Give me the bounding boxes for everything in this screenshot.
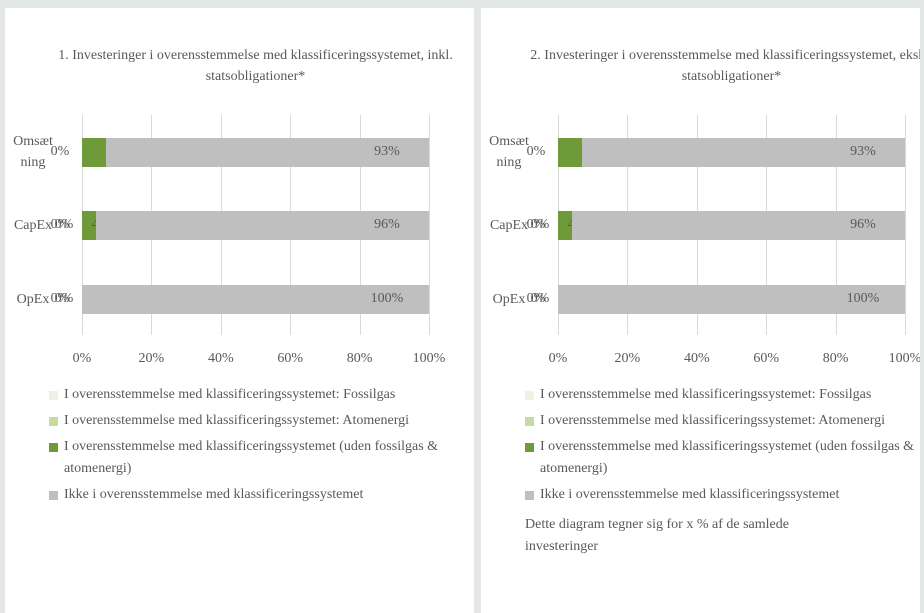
data-label: 0%: [526, 144, 546, 159]
legend-label: I overensstemmelse med klassificeringssy…: [64, 413, 409, 428]
x-tick-label: 100%: [412, 351, 446, 366]
legend-item: I overensstemmelse med klassificeringssy…: [525, 436, 920, 480]
legend-item: Ikke i overensstemmelse med klassificeri…: [49, 484, 449, 506]
legend-swatch: [525, 491, 534, 500]
legend: I overensstemmelse med klassificeringssy…: [49, 384, 449, 510]
data-label: 0%: [50, 144, 70, 159]
x-tick-label: 40%: [207, 351, 234, 366]
x-tick-label: 0%: [72, 351, 92, 366]
legend-item: Ikke i overensstemmelse med klassificeri…: [525, 484, 920, 506]
data-label: 96%: [850, 217, 876, 232]
bar-segment: [558, 210, 572, 240]
y-tick-label: CapEx: [13, 217, 53, 233]
legend-label: Ikke i overensstemmelse med klassificeri…: [540, 487, 840, 502]
data-label: 0%: [54, 217, 74, 232]
data-label: 100%: [846, 291, 880, 306]
legend-label: I overensstemmelse med klassificeringssy…: [540, 413, 885, 428]
legend-item: I overensstemmelse med klassificeringssy…: [525, 384, 920, 406]
x-tick-label: 100%: [888, 351, 920, 366]
x-tick-label: 0%: [548, 351, 568, 366]
grid-line: [905, 115, 906, 335]
x-tick-label: 80%: [346, 351, 373, 366]
bar-segment: [558, 284, 905, 314]
x-tick-label: 20%: [614, 351, 641, 366]
legend-label: I overensstemmelse med klassificeringssy…: [540, 439, 915, 476]
note: Dette diagram tegner sig for x % af de s…: [525, 517, 789, 554]
legend-swatch: [49, 443, 58, 452]
grid-line: [429, 115, 430, 335]
legend-label: I overensstemmelse med klassificeringssy…: [64, 439, 439, 476]
legend-label: I overensstemmelse med klassificeringssy…: [540, 387, 872, 402]
bar-segment: [106, 137, 429, 167]
data-label: 0%: [526, 291, 546, 306]
data-label: 100%: [370, 291, 404, 306]
chart-title: 1. Investeringer i overensstemmelse med …: [58, 48, 453, 84]
data-label: 93%: [374, 144, 400, 159]
chart-title: 2. Investeringer i overensstemmelse med …: [530, 48, 920, 84]
legend-swatch: [49, 417, 58, 426]
data-label: 0%: [530, 291, 550, 306]
legend-item: I overensstemmelse med klassificeringssy…: [49, 436, 449, 480]
bar-segment: [571, 210, 905, 240]
data-label: 96%: [374, 217, 400, 232]
y-tick-label: OpEx: [492, 291, 526, 307]
legend-item: I overensstemmelse med klassificeringssy…: [49, 410, 449, 432]
legend-item: I overensstemmelse med klassificeringssy…: [525, 410, 920, 432]
panel: 1. Investeringer i overensstemmelse med …: [5, 8, 474, 613]
legend-swatch: [525, 417, 534, 426]
legend-item: I overensstemmelse med klassificeringssy…: [49, 384, 449, 406]
x-tick-label: 60%: [753, 351, 780, 366]
panel: 2. Investeringer i overensstemmelse med …: [481, 8, 920, 613]
y-tick-label: OpEx: [16, 291, 50, 307]
x-tick-label: 60%: [277, 351, 304, 366]
y-tick-label: Omsætning: [489, 134, 529, 170]
bar-segment: [82, 137, 107, 167]
data-label: 0%: [530, 217, 550, 232]
legend-label: I overensstemmelse med klassificeringssy…: [64, 387, 396, 402]
legend-swatch: [525, 443, 534, 452]
legend-swatch: [49, 391, 58, 400]
bar-segment: [558, 137, 583, 167]
legend-label: Ikke i overensstemmelse med klassificeri…: [64, 487, 364, 502]
bar-segment: [82, 210, 96, 240]
bar-segment: [95, 210, 429, 240]
x-tick-label: 40%: [683, 351, 710, 366]
bar-segment: [582, 137, 905, 167]
y-tick-label: CapEx: [489, 217, 529, 233]
data-label: 93%: [850, 144, 876, 159]
data-label: 0%: [526, 217, 546, 232]
y-tick-label: Omsætning: [13, 134, 53, 170]
x-tick-label: 80%: [822, 351, 849, 366]
legend-swatch: [49, 491, 58, 500]
legend-swatch: [525, 391, 534, 400]
data-label: 0%: [50, 217, 70, 232]
bar-segment: [82, 284, 429, 314]
x-tick-label: 20%: [138, 351, 165, 366]
data-label: 0%: [50, 291, 70, 306]
data-label: 0%: [54, 291, 74, 306]
legend: I overensstemmelse med klassificeringssy…: [525, 384, 920, 558]
